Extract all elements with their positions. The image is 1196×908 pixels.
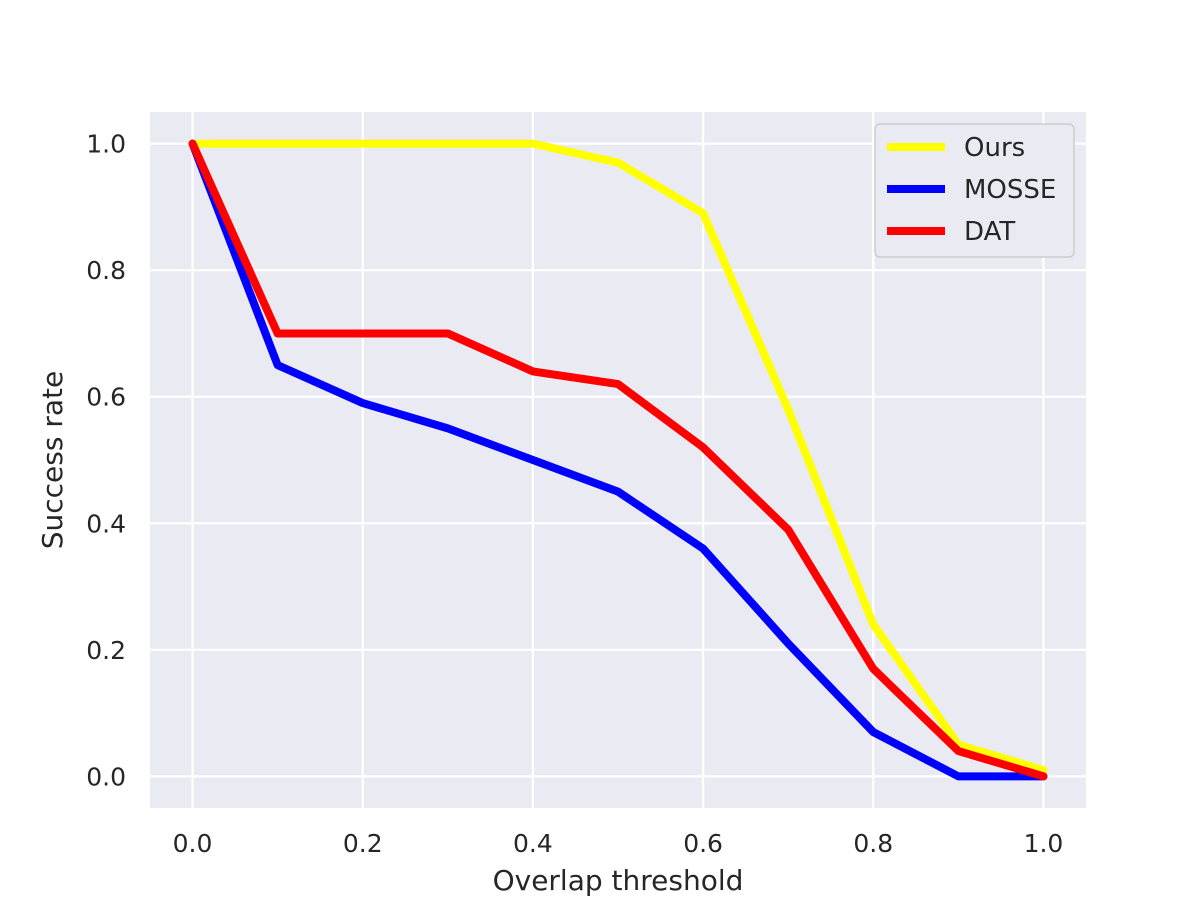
- series-lines: [188, 139, 1048, 781]
- x-axis-title: Overlap threshold: [493, 864, 744, 897]
- legend-label-mosse: MOSSE: [964, 175, 1056, 205]
- x-tick-label: 1.0: [1024, 829, 1064, 858]
- x-tick-label: 0.8: [853, 829, 893, 858]
- x-axis-ticks: 0.0 0.2 0.4 0.6 0.8 1.0: [173, 829, 1064, 858]
- y-tick-label: 1.0: [86, 130, 126, 159]
- y-tick-label: 0.2: [86, 636, 126, 665]
- y-axis-title: Success rate: [36, 371, 69, 550]
- legend: Ours MOSSE DAT: [874, 123, 1075, 258]
- series-line-ours: [188, 139, 1048, 775]
- series-line-dat: [188, 139, 1048, 781]
- y-tick-label: 0.0: [86, 762, 126, 791]
- x-tick-label: 0.4: [513, 829, 553, 858]
- x-tick-label: 0.6: [683, 829, 723, 858]
- y-tick-label: 0.4: [86, 509, 126, 538]
- y-tick-label: 0.8: [86, 256, 126, 285]
- x-tick-label: 0.2: [343, 829, 383, 858]
- y-axis-ticks: 0.0 0.2 0.4 0.6 0.8 1.0: [86, 130, 126, 792]
- legend-label-ours: Ours: [964, 133, 1025, 163]
- legend-box: [874, 123, 1075, 258]
- x-tick-label: 0.0: [173, 829, 213, 858]
- series-line-mosse: [188, 139, 1048, 781]
- y-tick-label: 0.6: [86, 383, 126, 412]
- legend-label-dat: DAT: [964, 217, 1015, 247]
